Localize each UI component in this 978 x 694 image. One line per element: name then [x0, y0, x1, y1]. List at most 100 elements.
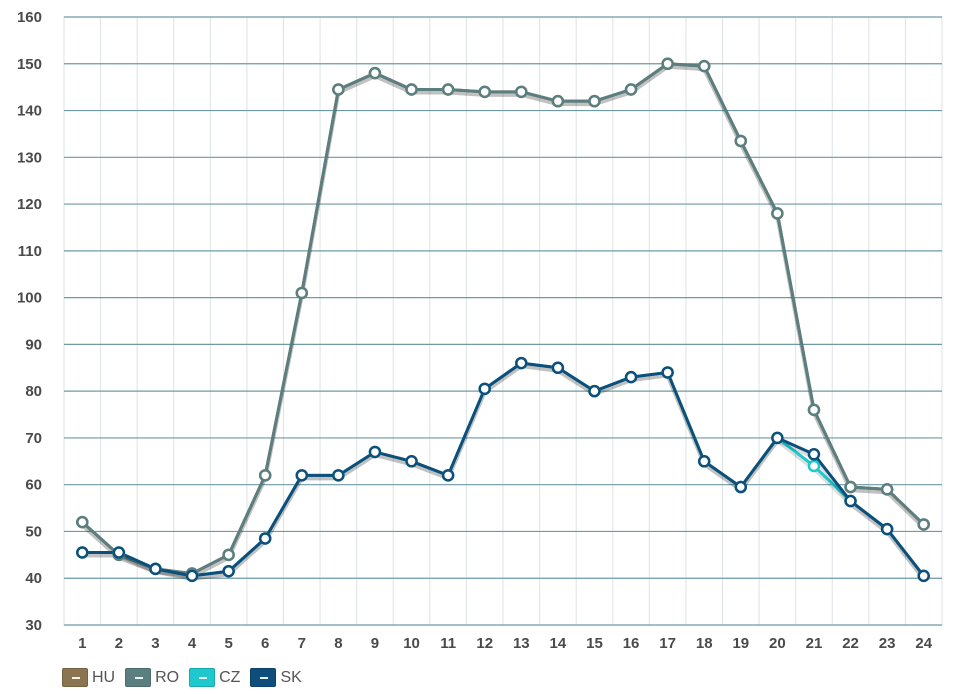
- x-tick-label: 13: [513, 635, 530, 652]
- data-point-sk: [112, 546, 126, 559]
- y-tick-label: 70: [25, 430, 42, 447]
- legend-label: HU: [92, 668, 116, 686]
- y-tick-label: 140: [17, 103, 42, 120]
- y-tick-label: 30: [25, 617, 42, 634]
- data-point-ro: [405, 83, 418, 96]
- x-tick-label: 9: [371, 635, 379, 652]
- x-axis-ticks: 1 2 3 4 5 6 7 8 9 10 11 12 13 14 15 16 17 18 19 20 21 22 23 24: [78, 635, 933, 652]
- data-point-ro: [441, 83, 455, 96]
- data-point-sk: [917, 569, 930, 583]
- data-point-sk: [76, 546, 89, 559]
- x-tick-label: 15: [586, 635, 603, 652]
- data-point-ro: [697, 59, 711, 73]
- legend-swatch: [189, 668, 216, 687]
- data-point-sk: [844, 494, 857, 508]
- x-tick-label: 3: [151, 635, 159, 652]
- data-point-sk: [478, 382, 491, 396]
- data-point-ro: [551, 94, 565, 108]
- series-shadow: [82, 364, 926, 581]
- legend-item-sk[interactable]: SK: [250, 668, 302, 687]
- x-tick-label: 16: [623, 635, 640, 652]
- legend-swatch: [62, 668, 88, 687]
- data-point-sk: [185, 569, 199, 583]
- x-tick-label: 19: [732, 635, 749, 652]
- x-tick-label: 14: [550, 635, 567, 652]
- legend-label: CZ: [219, 668, 241, 686]
- data-point-ro: [880, 483, 894, 496]
- legend-item-ro[interactable]: RO: [125, 668, 179, 687]
- data-point-ro: [368, 66, 382, 80]
- legend-item-cz[interactable]: CZ: [189, 668, 240, 687]
- x-tick-label: 24: [915, 635, 932, 652]
- x-tick-label: 20: [769, 635, 786, 652]
- data-point-sk: [222, 564, 235, 578]
- data-point-ro: [917, 518, 930, 531]
- data-point-ro: [588, 94, 601, 108]
- y-tick-label: 40: [25, 570, 42, 587]
- data-point-ro: [295, 286, 309, 300]
- y-axis-ticks: 30 40 50 60 70 80 90 100 110 120 130 140 150 160: [17, 9, 42, 634]
- data-point-sk: [405, 455, 418, 468]
- x-tick-label: 18: [696, 635, 713, 652]
- data-point-sk: [149, 562, 162, 576]
- data-point-sk: [880, 522, 894, 536]
- x-tick-label: 11: [440, 635, 456, 652]
- x-tick-label: 22: [842, 635, 859, 652]
- legend-item-hu[interactable]: HU: [62, 668, 115, 687]
- data-point-ro: [258, 469, 272, 482]
- y-tick-label: 150: [17, 56, 42, 73]
- data-point-sk: [588, 384, 601, 398]
- y-tick-label: 100: [17, 290, 42, 307]
- data-point-ro: [661, 57, 674, 71]
- legend: HU RO CZ SK: [62, 668, 306, 687]
- data-point-sk: [441, 469, 455, 482]
- data-point-sk: [368, 445, 382, 459]
- legend-label: RO: [155, 668, 180, 686]
- data-point-sk: [771, 431, 784, 445]
- data-point-ro: [844, 480, 857, 494]
- data-point-ro: [222, 548, 235, 562]
- legend-swatch: [250, 668, 277, 687]
- data-point-sk: [551, 361, 565, 375]
- data-point-ro: [332, 83, 345, 96]
- x-tick-label: 8: [334, 635, 342, 652]
- x-tick-label: 21: [806, 635, 823, 652]
- x-tick-label: 23: [879, 635, 896, 652]
- data-point-ro: [734, 134, 748, 148]
- data-point-sk: [624, 370, 638, 384]
- data-point-cz: [807, 459, 821, 473]
- x-tick-label: 7: [298, 635, 306, 652]
- y-tick-label: 160: [17, 9, 42, 26]
- y-tick-label: 110: [18, 243, 42, 260]
- x-tick-label: 4: [188, 635, 197, 652]
- y-tick-label: 130: [17, 149, 42, 166]
- x-tick-label: 5: [224, 635, 232, 652]
- data-point-sk: [332, 469, 345, 482]
- x-tick-label: 2: [115, 635, 123, 652]
- data-point-sk: [295, 469, 309, 482]
- data-point-ro: [807, 403, 821, 417]
- x-tick-label: 12: [476, 635, 493, 652]
- x-tick-label: 1: [78, 635, 86, 652]
- series-points: [76, 57, 930, 583]
- data-point-sk: [258, 532, 272, 545]
- grid: [63, 16, 943, 626]
- y-tick-label: 50: [25, 523, 42, 540]
- data-point-sk: [807, 448, 821, 461]
- data-point-ro: [771, 207, 784, 220]
- x-tick-label: 10: [403, 635, 420, 652]
- series-shadow: [82, 364, 926, 581]
- y-tick-label: 120: [17, 196, 42, 213]
- data-point-sk: [697, 455, 711, 468]
- series-line-ro: [81, 62, 925, 576]
- y-tick-label: 90: [25, 336, 42, 353]
- y-tick-label: 60: [25, 477, 42, 494]
- data-point-sk: [661, 366, 674, 379]
- legend-swatch: [125, 668, 152, 687]
- x-tick-label: 6: [261, 635, 269, 652]
- data-point-sk: [515, 356, 528, 370]
- data-point-ro: [624, 83, 638, 96]
- data-point-sk: [734, 480, 748, 494]
- data-point-ro: [478, 85, 491, 99]
